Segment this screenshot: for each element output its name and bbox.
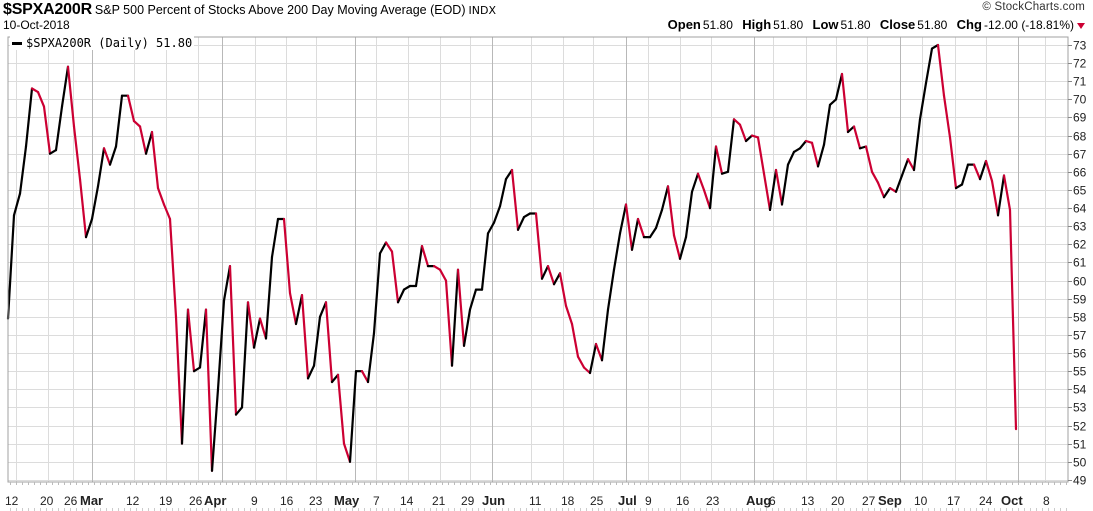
x-tick-label: 10 [914, 494, 928, 508]
x-tick-label: 25 [590, 494, 604, 508]
x-tick-label: 8 [1043, 494, 1050, 508]
y-tick-label: 67 [1073, 148, 1087, 162]
y-tick-label: 57 [1073, 329, 1087, 343]
series-line [6, 43, 1018, 472]
y-tick-label: 69 [1073, 111, 1087, 125]
open-label: Open [667, 17, 701, 32]
y-tick-label: 60 [1073, 275, 1087, 289]
x-tick-label: May [334, 493, 360, 508]
change-value: -12.00 (-18.81%) [983, 18, 1074, 32]
x-tick-label: 11 [529, 494, 542, 508]
x-tick-label: 12 [126, 494, 140, 508]
symbol-description: S&P 500 Percent of Stocks Above 200 Day … [94, 3, 466, 17]
x-tick-label: 18 [561, 494, 575, 508]
y-tick-label: 71 [1073, 75, 1087, 89]
x-tick-label: 26 [189, 494, 203, 508]
x-tick-label: 23 [309, 494, 323, 508]
x-axis: 12 20 26 Mar 12 19 26 Apr 9 16 23 May 7 14 21 29 Jun 11 18… [5, 482, 1067, 511]
y-tick-label: 55 [1073, 365, 1087, 379]
x-tick-label: 14 [400, 494, 414, 508]
y-axis: 49 50 51 52 53 54 55 56 57 58 59 60 61 62 63 64 65 66 67 68… [1068, 39, 1087, 488]
x-tick-label: 29 [461, 494, 475, 508]
y-tick-label: 56 [1073, 347, 1087, 361]
y-tick-label: 51 [1073, 438, 1087, 452]
y-tick-label: 68 [1073, 130, 1087, 144]
x-tick-label: 7 [373, 494, 380, 508]
x-tick-label: 9 [645, 494, 652, 508]
chart-title: $SPXA200R S&P 500 Percent of Stocks Above… [3, 1, 496, 19]
y-tick-label: 49 [1073, 474, 1087, 488]
x-tick-label: 16 [676, 494, 690, 508]
x-tick-label: Mar [80, 493, 103, 508]
y-tick-label: 53 [1073, 401, 1087, 415]
x-tick-label: 26 [64, 494, 78, 508]
y-tick-label: 63 [1073, 220, 1087, 234]
x-tick-label: Sep [878, 493, 902, 508]
y-tick-label: 54 [1073, 383, 1087, 397]
legend-line-icon [12, 42, 22, 45]
x-tick-label: Jun [482, 493, 505, 508]
legend-label: $SPXA200R (Daily) 51.80 [26, 36, 193, 50]
y-tick-label: 52 [1073, 420, 1087, 434]
change-label: Chg [956, 17, 982, 32]
close-label: Close [879, 17, 916, 32]
close-value: 51.80 [917, 18, 948, 32]
y-tick-label: 50 [1073, 456, 1087, 470]
x-tick-label: 21 [432, 494, 446, 508]
open-value: 51.80 [702, 18, 733, 32]
x-tick-label: 20 [40, 494, 54, 508]
x-tick-label: Jul [618, 493, 637, 508]
down-arrow-icon [1077, 22, 1085, 29]
x-tick-label: 9 [251, 494, 258, 508]
y-tick-label: 58 [1073, 311, 1087, 325]
x-tick-label: 6 [769, 494, 776, 508]
x-tick-label: 12 [5, 494, 19, 508]
ohlc-summary: Open 51.80 High 51.80 Low 51.80 Close 51.80 … [668, 17, 1085, 32]
x-tick-label: 27 [862, 494, 876, 508]
copyright: © StockCharts.com [982, 1, 1085, 13]
high-value: 51.80 [773, 18, 804, 32]
low-value: 51.80 [840, 18, 871, 32]
y-tick-label: 65 [1073, 184, 1087, 198]
low-label: Low [812, 17, 839, 32]
x-tick-label: 24 [979, 494, 993, 508]
x-tick-label: 13 [801, 494, 815, 508]
x-tick-label: Aug [746, 493, 771, 508]
x-tick-label: 16 [280, 494, 294, 508]
y-tick-label: 61 [1073, 256, 1087, 270]
y-tick-label: 73 [1073, 39, 1087, 53]
x-tick-label: 23 [706, 494, 720, 508]
y-tick-label: 72 [1073, 57, 1087, 71]
chart-date: 10-Oct-2018 [3, 18, 70, 32]
x-tick-label: Apr [204, 493, 226, 508]
y-tick-label: 70 [1073, 93, 1087, 107]
exchange: INDX [468, 4, 496, 17]
y-tick-label: 59 [1073, 293, 1087, 307]
grid [8, 37, 1068, 482]
x-tick-label: 20 [831, 494, 845, 508]
y-tick-label: 66 [1073, 166, 1087, 180]
legend: $SPXA200R (Daily) 51.80 [10, 36, 195, 50]
y-tick-label: 62 [1073, 238, 1087, 252]
x-tick-label: 17 [947, 494, 961, 508]
y-tick-label: 64 [1073, 202, 1087, 216]
x-tick-label: 19 [159, 494, 173, 508]
symbol: $SPXA200R [3, 1, 92, 18]
high-label: High [742, 17, 772, 32]
x-tick-label: Oct [1001, 493, 1023, 508]
